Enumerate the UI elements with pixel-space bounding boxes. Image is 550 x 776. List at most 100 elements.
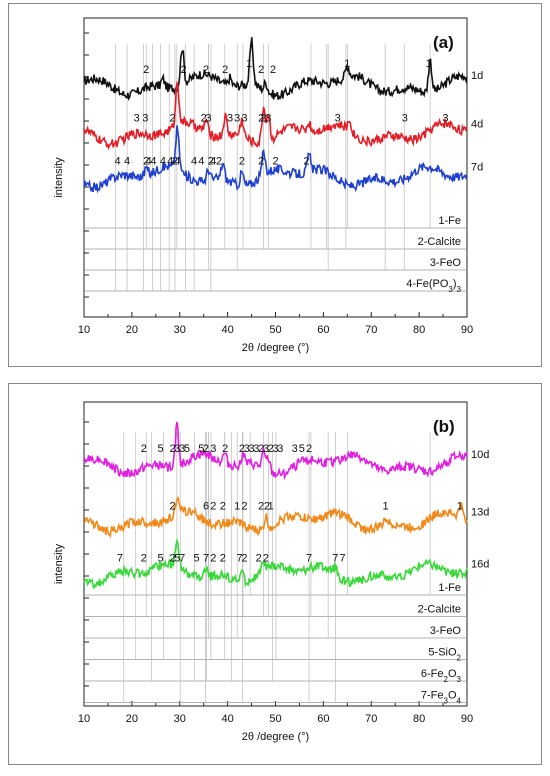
peak-label: 3 (277, 443, 283, 455)
peak-label: 4 (146, 156, 152, 168)
peak-label: 3 (272, 443, 278, 455)
series-label: 13d (471, 506, 489, 518)
y-axis-label: intensity (53, 157, 65, 198)
peak-label: 3 (253, 443, 259, 455)
xrd-chart-b: (b) 10 20 30 40 50 60 70 80 90 2θ /degree (°) inten… (53, 401, 489, 743)
x-tick-label: 50 (269, 324, 281, 336)
peak-label: 3 (241, 112, 247, 124)
peak-label: 2 (170, 112, 176, 124)
reference-phase-label: 5-SiO2 (428, 647, 461, 663)
peak-label: 3 (210, 443, 216, 455)
peak-label: 3 (174, 443, 180, 455)
peak-label: 2 (258, 443, 264, 455)
peak-label: 3 (205, 112, 211, 124)
peak-label: 2 (143, 64, 149, 76)
peak-label: 3 (234, 112, 240, 124)
reference-phase-label: 1-Fe (438, 215, 461, 227)
peak-label: 2 (256, 552, 262, 564)
peak-label: 1 (268, 500, 274, 512)
peak-label: 2 (172, 156, 178, 168)
peak-label: 6 (203, 500, 209, 512)
series-line-13d (83, 496, 468, 539)
panel-label: (b) (433, 417, 455, 436)
peak-label: 2 (304, 156, 310, 168)
peak-label: 4 (114, 156, 120, 168)
x-tick-label: 60 (317, 324, 329, 336)
peak-label: 5 (158, 552, 164, 564)
reference-phase-label: 3-FeO (430, 625, 462, 637)
peak-label: 2 (170, 500, 176, 512)
peak-label: 2 (201, 112, 207, 124)
peak-label: 2 (170, 552, 176, 564)
y-axis-label: intensity (53, 543, 65, 584)
reference-phase-label: 2-Calcite (418, 236, 461, 248)
reference-phase-label: 1-Fe (438, 582, 461, 594)
peak-label: 5 (184, 443, 190, 455)
peak-label: 2 (263, 552, 269, 564)
x-tick-label: 10 (78, 324, 90, 336)
x-axis-label: 2θ /degree (°) (242, 731, 309, 743)
peak-label: 2 (306, 443, 312, 455)
peak-label: 2 (258, 500, 264, 512)
series-label: 7d (471, 162, 483, 174)
peak-label: 2 (222, 64, 228, 76)
peak-label: 3 (442, 112, 448, 124)
peak-label: 7 (117, 552, 123, 564)
peak-label: 4 (210, 156, 216, 168)
peak-label: 3 (249, 443, 255, 455)
x-axis-label: 2θ /degree (°) (242, 342, 309, 354)
peak-label: 3 (402, 112, 408, 124)
peak-label: 2 (260, 112, 266, 124)
peak-label: 3 (227, 112, 233, 124)
panel-a: (a) 10 20 30 40 50 60 70 80 90 2θ /degree (°) inten… (8, 3, 542, 367)
peak-label: 3 (265, 112, 271, 124)
peak-label: 2 (203, 64, 209, 76)
peak-label: 1 (457, 500, 463, 512)
peak-label: 4 (150, 156, 156, 168)
series-line-4d (83, 80, 468, 151)
panel-label: (a) (433, 33, 454, 52)
peak-label: 7 (237, 552, 243, 564)
x-tick-label: 40 (222, 713, 234, 725)
series-label: 10d (471, 449, 489, 461)
peak-label: 5 (174, 552, 180, 564)
x-tick-label: 80 (413, 713, 425, 725)
peak-label: 2 (239, 443, 245, 455)
peak-label: 5 (158, 443, 164, 455)
peak-label: 7 (332, 552, 338, 564)
peak-label: 3 (263, 443, 269, 455)
peak-label: 2 (143, 156, 149, 168)
series-label: 4d (471, 118, 483, 130)
peak-label: 3 (244, 443, 250, 455)
series-label: 1d (471, 70, 483, 82)
peak-label: 5 (193, 552, 199, 564)
x-tick-label: 20 (126, 324, 138, 336)
peak-label: 2 (170, 443, 176, 455)
peak-label: 2 (264, 500, 270, 512)
peak-label: 2 (258, 156, 264, 168)
peak-label: 4 (160, 156, 166, 168)
x-tick-label: 40 (222, 324, 234, 336)
peak-label: 4 (198, 156, 204, 168)
peak-label: 5 (299, 443, 305, 455)
peak-label: 2 (222, 443, 228, 455)
panel-b: (b) 10 20 30 40 50 60 70 80 90 2θ /degree (°) inten… (8, 383, 542, 765)
peak-label: 3 (292, 443, 298, 455)
peak-label: 2 (203, 443, 209, 455)
peak-label: 1 (234, 500, 240, 512)
peak-label: 2 (258, 112, 264, 124)
peak-label: 1 (246, 58, 252, 70)
reference-phase-label: 4-Fe(PO3)3 (406, 278, 461, 294)
peak-label: 7 (306, 552, 312, 564)
peak-label: 3 (134, 112, 140, 124)
peak-label: 2 (270, 64, 276, 76)
x-tick-label: 70 (365, 324, 377, 336)
peak-label: 1 (383, 500, 389, 512)
peak-label: 1 (426, 58, 432, 70)
xrd-chart-a: (a) 10 20 30 40 50 60 70 80 90 2θ /degree (°) inten… (53, 17, 483, 354)
series-line-1d (83, 37, 468, 101)
peak-label: 7 (203, 552, 209, 564)
series-line-10d (83, 421, 468, 481)
peak-label: 2 (141, 552, 147, 564)
x-tick-label: 30 (174, 713, 186, 725)
